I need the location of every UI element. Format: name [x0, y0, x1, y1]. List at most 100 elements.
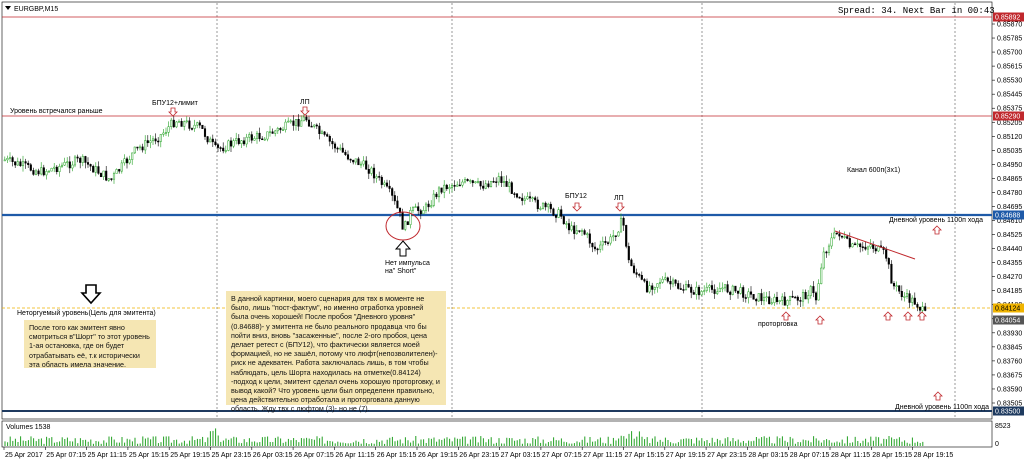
candle-body [565, 223, 568, 225]
candle-body [547, 203, 550, 208]
candle-body [578, 230, 581, 232]
candle-body [362, 160, 365, 165]
candle-body [856, 243, 859, 246]
candle-body [924, 306, 927, 311]
candle-body [414, 206, 417, 208]
candle-body [240, 140, 243, 144]
candle-body [216, 144, 220, 148]
candle-body [866, 246, 870, 250]
candle-body [227, 140, 230, 151]
time-tick: 27 Apr 15:15 [625, 452, 665, 459]
price-tag-text: 0.84688 [995, 213, 1020, 220]
candle-body [677, 283, 680, 289]
candle-body [843, 236, 846, 238]
candle-body [825, 251, 828, 254]
candle-body [175, 121, 178, 128]
candle-body [905, 293, 909, 297]
candle-body [755, 299, 758, 302]
time-tick: 26 Apr 07:15 [294, 452, 334, 459]
candle-body [157, 140, 160, 143]
candle-body [609, 236, 612, 244]
time-tick: 25 Apr 23:15 [212, 452, 252, 459]
up-arrow-icon [781, 311, 791, 321]
volume-bars [4, 428, 924, 446]
candle-body [42, 167, 45, 176]
time-tick: 28 Apr 11:15 [831, 452, 870, 459]
candle-body [81, 156, 84, 163]
candle-body [94, 166, 97, 173]
candle-body [146, 140, 149, 144]
candle-body [822, 251, 825, 269]
candle-body [890, 263, 893, 284]
candle-body [820, 267, 823, 284]
volume-label: Volumes 1538 [6, 424, 50, 431]
candle-body [596, 248, 599, 251]
time-tick: 27 Apr 19:15 [666, 452, 706, 459]
candle-body [307, 119, 311, 127]
up-arrow-icon [917, 311, 927, 321]
candle-body [916, 304, 919, 308]
candle-body [271, 131, 274, 134]
candle-body [149, 140, 152, 144]
no-impulse-ellipse[interactable] [385, 211, 421, 241]
symbol-header[interactable]: EURGBP,M15 [5, 6, 58, 13]
candle-body [245, 136, 248, 145]
candle-body [89, 164, 92, 167]
time-tick: 25 Apr 2017 [5, 452, 43, 459]
candle-body [177, 121, 181, 123]
time-tick: 26 Apr 19:15 [418, 452, 458, 459]
candle-body [552, 208, 555, 216]
candle-body [354, 158, 357, 163]
candle-body [258, 132, 261, 140]
label-daily-level-top: Дневной уровень 1100п хода [889, 216, 983, 224]
price-tag-text: 0.83500 [995, 409, 1020, 416]
candle-body [781, 296, 784, 301]
candle-body [804, 292, 807, 300]
candle-body [27, 162, 30, 165]
candle-body [63, 161, 66, 166]
candle-body [690, 286, 693, 293]
candle-body [807, 295, 810, 300]
candle-body [128, 159, 131, 164]
candle-body [560, 209, 563, 217]
candle-body [172, 119, 175, 128]
candle-body [315, 124, 318, 127]
candle-body [71, 164, 74, 169]
time-tick: 27 Apr 03:15 [501, 452, 541, 459]
candle-body [838, 233, 841, 237]
price-tick: 0.85120 [997, 134, 1022, 141]
volume-pane-border [1, 420, 993, 448]
candle-body [718, 288, 721, 293]
candle-body [266, 131, 269, 140]
candle-body [196, 122, 199, 126]
candle-body [380, 176, 383, 185]
candle-body [492, 181, 495, 183]
candle-body [573, 225, 576, 234]
candle-body [411, 207, 415, 211]
channel-trendline[interactable] [834, 230, 916, 260]
price-tag [993, 315, 1024, 325]
candle-body [640, 275, 643, 280]
candle-body [479, 181, 482, 187]
candle-body [47, 170, 51, 173]
candle-body [305, 116, 308, 121]
candle-body [898, 285, 901, 292]
label-bpu12-limit: БПУ12+лимит [152, 100, 199, 107]
candle-body [833, 232, 836, 239]
candle-body [445, 184, 448, 190]
candle-body [593, 246, 597, 250]
time-tick: 28 Apr 07:15 [790, 452, 830, 459]
candle-body [422, 210, 425, 215]
chevron-down-icon[interactable] [5, 6, 11, 10]
price-tick: 0.85785 [997, 36, 1022, 43]
price-tick: 0.84185 [997, 288, 1022, 295]
candle-body [328, 135, 331, 142]
down-arrow-icon [168, 107, 178, 117]
candle-body [651, 285, 654, 290]
candle-body [391, 188, 394, 196]
candle-body [687, 284, 690, 288]
candle-body [554, 215, 558, 218]
time-tick: 25 Apr 15:15 [129, 452, 169, 459]
candle-body [154, 138, 157, 142]
